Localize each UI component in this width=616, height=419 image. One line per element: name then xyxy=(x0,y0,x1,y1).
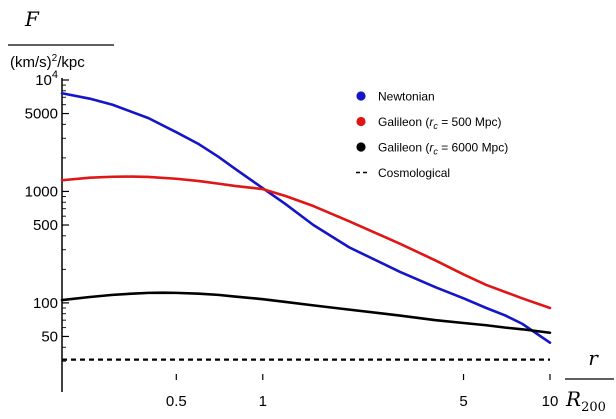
legend: Newtonian Galileon (rc = 500 Mpc) Galileon… xyxy=(356,90,508,180)
legend-label-1: Galileon (rc = 500 Mpc) xyxy=(378,115,502,131)
series-layer xyxy=(60,91,552,361)
y-axis-title: F (km/s)2/kpc xyxy=(8,7,114,71)
series-line-0 xyxy=(60,91,552,344)
legend-swatch-2 xyxy=(356,142,366,152)
x-ticks: 0.5 1 5 10 xyxy=(166,374,558,410)
x-axis-symbol: r xyxy=(588,346,599,370)
x-tick-label: 10 xyxy=(542,393,559,410)
x-tick-label: 1 xyxy=(259,393,267,410)
y-axis-unit-base: (km/s) xyxy=(10,54,52,71)
x-tick-label: 5 xyxy=(459,393,467,410)
legend-swatch-1 xyxy=(356,116,366,127)
legend-label-0: Newtonian xyxy=(378,90,435,104)
y-axis-symbol: F xyxy=(24,7,40,31)
x-tick-label: 0.5 xyxy=(166,393,187,410)
x-axis-title: r R200 xyxy=(565,346,614,415)
legend-swatch-0 xyxy=(356,91,366,101)
y-ticks: 104 5000 1000 500 100 50 xyxy=(25,69,69,362)
x-axis-denominator-symbol: R xyxy=(565,387,581,411)
y-tick-label: 50 xyxy=(41,328,58,345)
x-axis-denominator: R200 xyxy=(565,387,606,415)
x-axis-denominator-subscript: 200 xyxy=(581,400,606,415)
y-axis-unit-tail: /kpc xyxy=(57,54,85,71)
legend-label-2: Galileon (rc = 6000 Mpc) xyxy=(378,141,508,157)
series-line-2 xyxy=(60,291,552,335)
y-tick-label: 5000 xyxy=(25,106,58,123)
y-axis-unit: (km/s)2/kpc xyxy=(10,53,85,71)
y-axis-unit-exp: 2 xyxy=(52,53,58,64)
y-tick-label: 100 xyxy=(33,295,58,312)
y-tick-label: 104 xyxy=(35,69,58,89)
y-tick-label: 500 xyxy=(33,217,58,234)
legend-label-3: Cosmological xyxy=(378,166,450,180)
y-tick-label: 1000 xyxy=(25,183,58,200)
series-line-1 xyxy=(60,175,552,310)
